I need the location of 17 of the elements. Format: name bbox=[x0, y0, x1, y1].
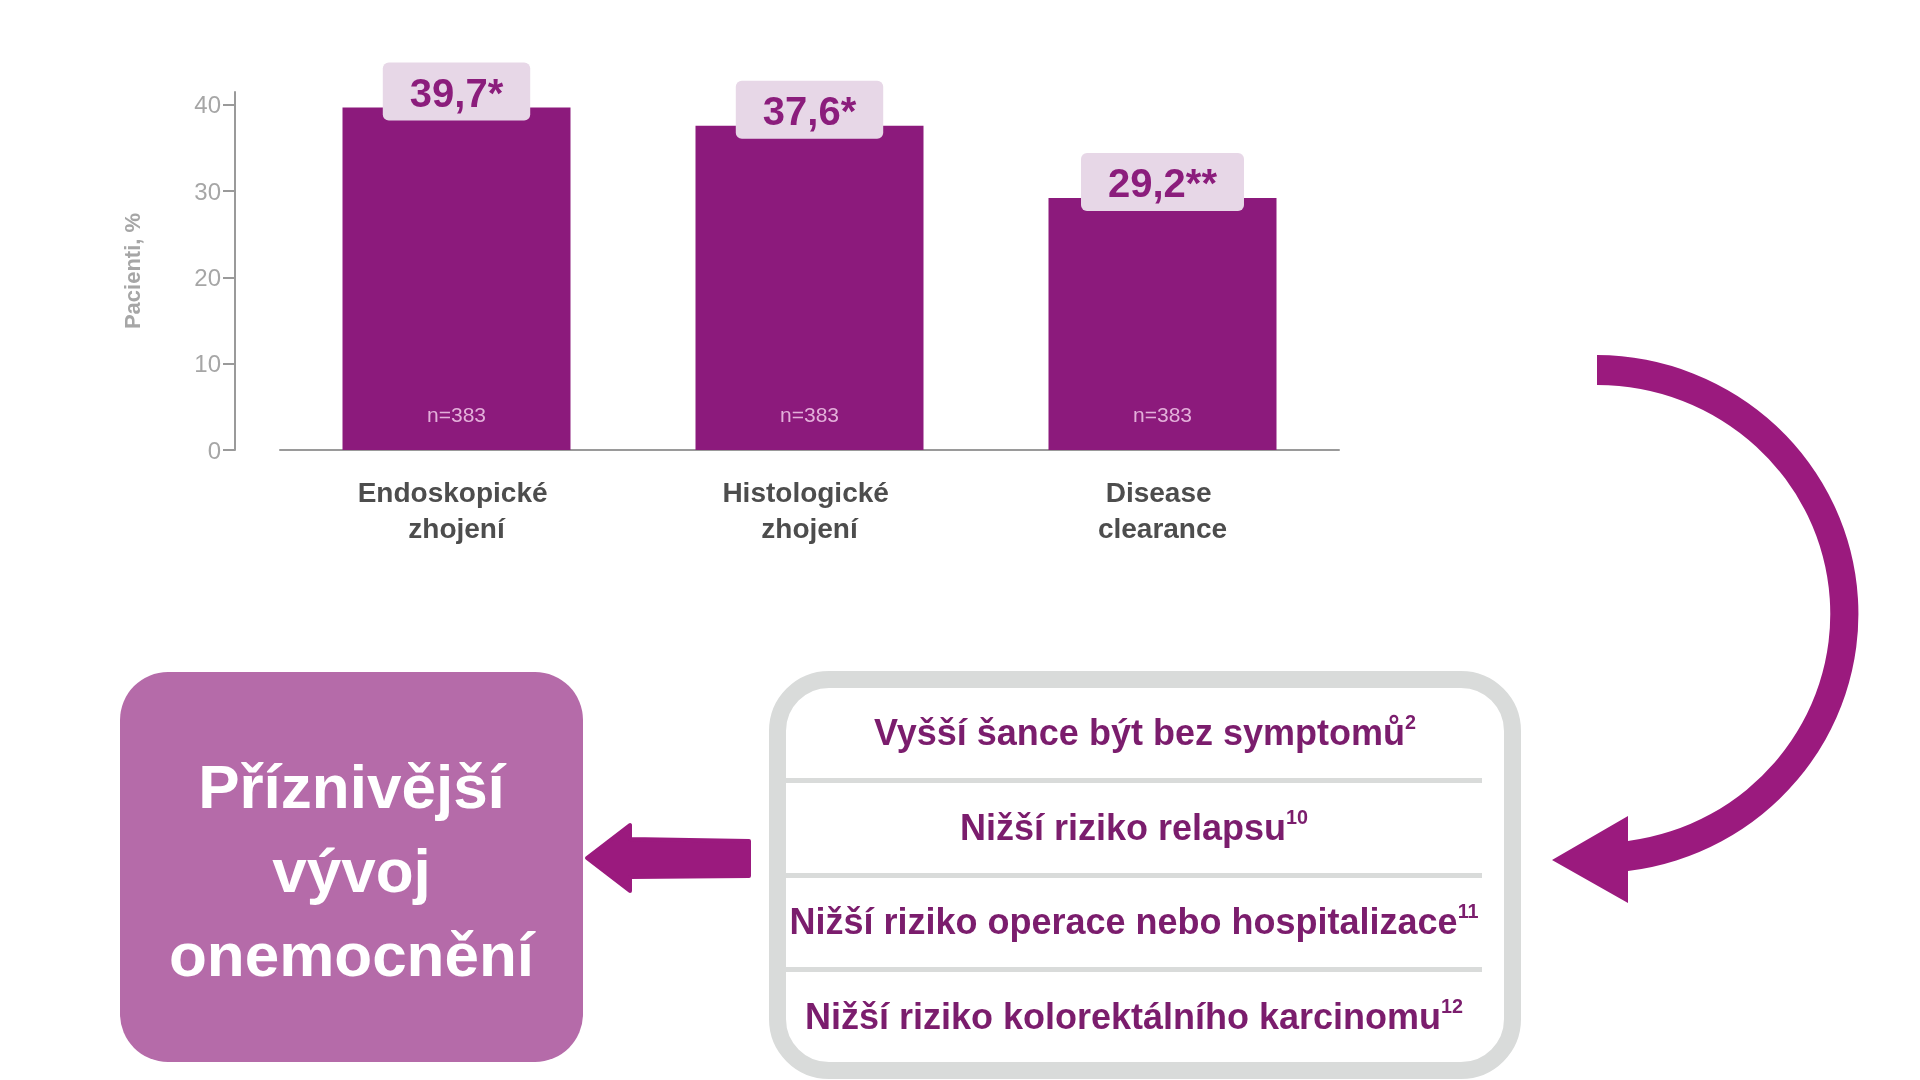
annotation: n=383 bbox=[427, 402, 486, 426]
y-tick-label: 40 bbox=[194, 91, 221, 119]
annotation: n=383 bbox=[780, 402, 839, 426]
text-card: Vyšší šance být bez symptomů$^{2}$ Nižší riziko relapsu$^{10}$ Nižší riziko operace nebo hospitalizace$^{11}$ Nižší riziko kolorektálního karcinomu$^{12}$ bbox=[769, 671, 1521, 1079]
y-axis-title: Pacienti, % bbox=[119, 212, 145, 330]
y-tick-label: 30 bbox=[194, 177, 221, 205]
y-tick-label: 10 bbox=[194, 350, 221, 378]
y-tick-label: 20 bbox=[194, 263, 221, 291]
x-tick-label: Histologické zhojení bbox=[722, 476, 897, 544]
callout-box: Příznivější vývoj onemocnění bbox=[120, 672, 583, 1062]
annotation: n=383 bbox=[1133, 402, 1192, 426]
y-tick-label: 0 bbox=[207, 436, 221, 464]
x-tick-label: Endoskopické zhojení bbox=[357, 476, 556, 544]
data-label: 39,7* bbox=[409, 70, 504, 115]
x-tick-label: Disease clearance bbox=[1097, 476, 1228, 544]
data-label: 29,2** bbox=[1108, 161, 1218, 206]
data-label: 37,6* bbox=[762, 88, 857, 133]
